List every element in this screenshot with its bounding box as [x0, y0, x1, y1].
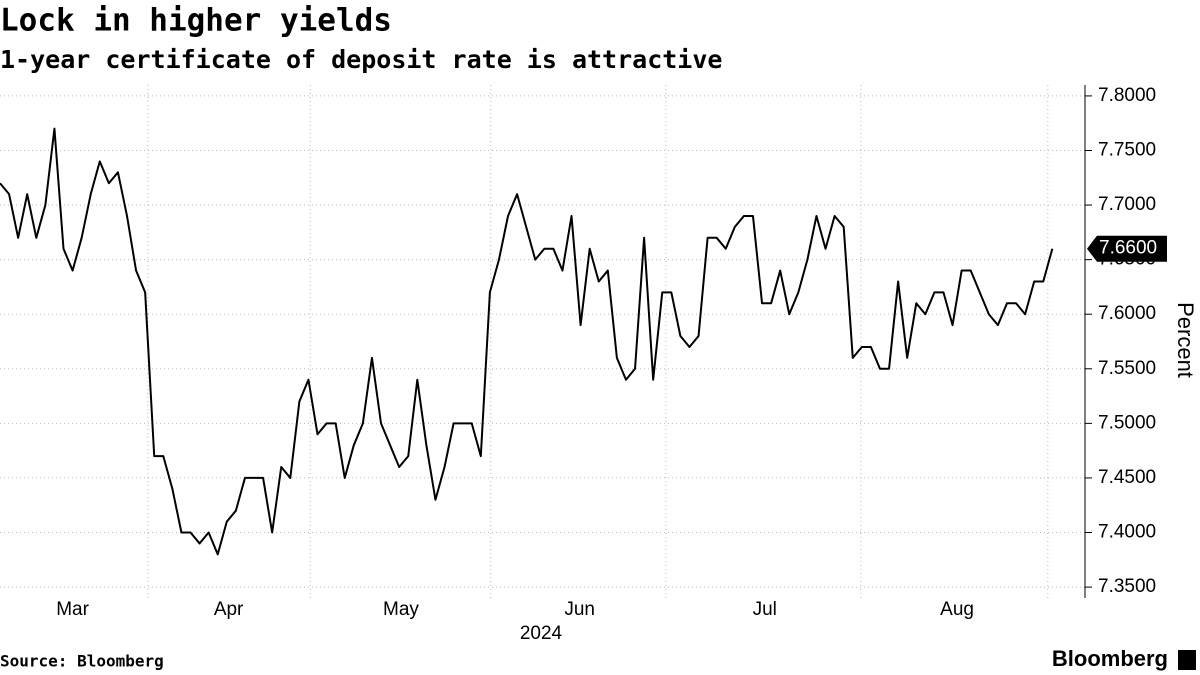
x-tick-label: Jul: [753, 599, 777, 620]
current-value-label: 7.6600: [1099, 238, 1157, 259]
y-tick-label: 7.4000: [1098, 522, 1156, 543]
y-tick-label: 7.6000: [1098, 303, 1156, 324]
chart-title: Lock in higher yields: [0, 3, 392, 39]
source: Source: Bloomberg: [0, 652, 164, 671]
brand: Bloomberg: [1052, 646, 1168, 671]
y-axis-label: Percent: [1173, 302, 1198, 378]
y-tick-label: 7.5500: [1098, 358, 1156, 379]
x-tick-label: Aug: [940, 599, 974, 620]
x-axis-label: 2024: [520, 623, 563, 644]
x-tick-label: May: [383, 599, 419, 620]
x-tick-label: Mar: [56, 599, 89, 620]
x-tick-label: Jun: [564, 599, 595, 620]
current-value-tag: [1087, 235, 1167, 262]
y-tick-label: 7.4500: [1098, 467, 1156, 488]
y-tick-label: 7.8000: [1098, 85, 1156, 106]
line-series: [0, 127, 1054, 556]
y-tick-label: 7.5000: [1098, 412, 1156, 433]
y-tick-label: 7.7000: [1098, 194, 1156, 215]
chart-subtitle: 1-year certificate of deposit rate is at…: [0, 45, 722, 74]
y-tick-label: 7.3500: [1098, 576, 1156, 597]
brand-icon: [1178, 650, 1196, 670]
x-tick-label: Apr: [214, 599, 244, 620]
y-tick-label: 7.7500: [1098, 140, 1156, 161]
